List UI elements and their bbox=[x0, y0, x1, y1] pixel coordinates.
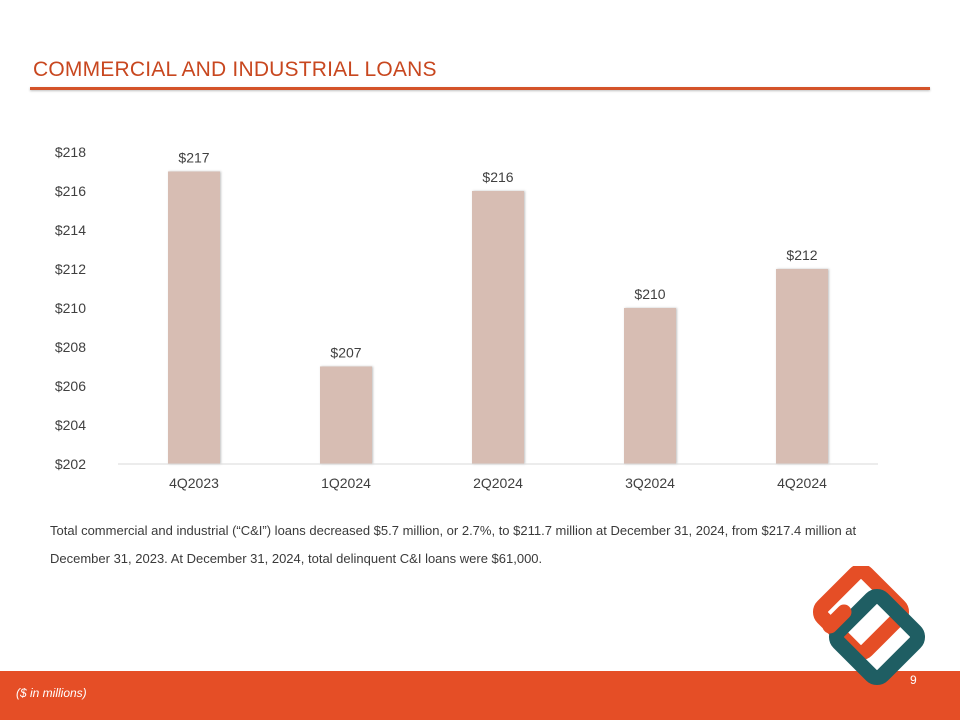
x-tick-label: 3Q2024 bbox=[625, 475, 675, 491]
x-tick-label: 4Q2023 bbox=[169, 475, 219, 491]
bar-value-label: $210 bbox=[634, 286, 665, 302]
bar-value-labels: $217 $207 $216 $210 $212 bbox=[178, 150, 817, 361]
y-axis-ticks: $202 $204 $206 $208 $210 $212 $214 $216 $218 bbox=[55, 144, 86, 472]
loans-bar-chart: $202 $204 $206 $208 $210 $212 $214 $216 $218 $21… bbox=[55, 144, 878, 491]
bar-value-label: $207 bbox=[330, 345, 361, 361]
bar bbox=[320, 366, 372, 464]
page-number: 9 bbox=[910, 673, 917, 687]
slide-title: COMMERCIAL AND INDUSTRIAL LOANS bbox=[33, 58, 437, 81]
y-tick-label: $204 bbox=[55, 417, 86, 433]
bar bbox=[168, 171, 220, 464]
y-tick-label: $206 bbox=[55, 378, 86, 394]
y-tick-label: $214 bbox=[55, 222, 86, 238]
y-tick-label: $202 bbox=[55, 456, 86, 472]
y-tick-label: $212 bbox=[55, 261, 86, 277]
bar bbox=[472, 191, 524, 464]
x-tick-label: 4Q2024 bbox=[777, 475, 827, 491]
y-tick-label: $216 bbox=[55, 183, 86, 199]
units-footnote: ($ in millions) bbox=[16, 686, 87, 700]
y-tick-label: $218 bbox=[55, 144, 86, 160]
y-tick-label: $208 bbox=[55, 339, 86, 355]
bar-value-label: $212 bbox=[786, 247, 817, 263]
x-tick-label: 1Q2024 bbox=[321, 475, 371, 491]
bar bbox=[624, 308, 676, 464]
x-tick-label: 2Q2024 bbox=[473, 475, 523, 491]
x-axis-ticks: 4Q2023 1Q2024 2Q2024 3Q2024 4Q2024 bbox=[169, 475, 827, 491]
y-tick-label: $210 bbox=[55, 300, 86, 316]
interlocked-diamonds-logo-icon bbox=[812, 566, 926, 686]
logo-teal-diamond bbox=[828, 588, 926, 686]
commentary-text: Total commercial and industrial (“C&I”) … bbox=[50, 523, 857, 566]
footer-bar bbox=[0, 671, 960, 720]
bar-value-label: $216 bbox=[482, 169, 513, 185]
logo-orange-overlap bbox=[822, 604, 852, 634]
bar bbox=[776, 269, 828, 464]
bar-value-label: $217 bbox=[178, 150, 209, 166]
title-underline bbox=[30, 87, 930, 90]
bar-series bbox=[168, 171, 828, 464]
